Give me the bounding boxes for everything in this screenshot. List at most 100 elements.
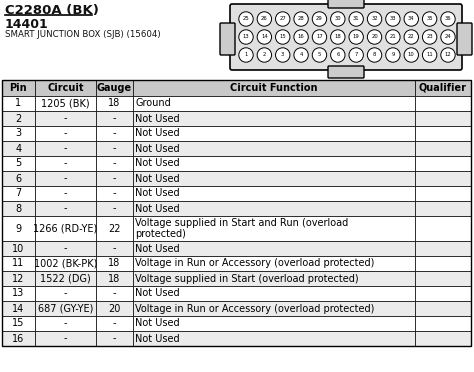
Bar	[2, 216, 35, 241]
Circle shape	[404, 30, 419, 44]
Bar	[2, 96, 35, 111]
Text: 34: 34	[408, 16, 415, 22]
Text: 35: 35	[426, 16, 433, 22]
Text: 12: 12	[12, 273, 25, 283]
Bar	[133, 301, 415, 316]
Bar	[2, 126, 35, 141]
Bar	[96, 316, 133, 331]
Text: -: -	[64, 189, 67, 199]
Bar	[96, 241, 133, 256]
Bar	[2, 201, 35, 216]
Text: -: -	[113, 158, 116, 169]
Text: 23: 23	[426, 35, 433, 39]
Circle shape	[441, 48, 455, 62]
Text: 7: 7	[15, 189, 21, 199]
Text: Not Used: Not Used	[135, 289, 180, 298]
Text: 14: 14	[261, 35, 268, 39]
Text: Qualifier: Qualifier	[419, 83, 467, 93]
Text: 24: 24	[445, 35, 451, 39]
Text: Not Used: Not Used	[135, 128, 180, 138]
Bar	[133, 216, 415, 241]
Text: -: -	[113, 113, 116, 124]
Bar	[415, 80, 471, 96]
Text: 14401: 14401	[5, 18, 49, 31]
Text: 11: 11	[12, 259, 25, 269]
Bar	[96, 80, 133, 96]
Circle shape	[441, 30, 455, 44]
Bar	[35, 301, 96, 316]
Bar	[415, 271, 471, 286]
Bar	[96, 111, 133, 126]
Bar	[415, 301, 471, 316]
Text: -: -	[64, 113, 67, 124]
Bar	[35, 171, 96, 186]
Text: 26: 26	[261, 16, 268, 22]
Circle shape	[422, 12, 437, 26]
Text: Circuit: Circuit	[47, 83, 83, 93]
Text: 13: 13	[243, 35, 249, 39]
FancyBboxPatch shape	[328, 0, 364, 8]
FancyBboxPatch shape	[328, 66, 364, 78]
Bar	[133, 201, 415, 216]
Bar	[2, 156, 35, 171]
Bar	[133, 271, 415, 286]
Circle shape	[239, 30, 253, 44]
Bar	[35, 331, 96, 346]
Circle shape	[349, 30, 364, 44]
Bar	[35, 141, 96, 156]
Text: 18: 18	[109, 259, 121, 269]
Circle shape	[275, 12, 290, 26]
Circle shape	[257, 48, 272, 62]
Bar	[2, 256, 35, 271]
Bar	[96, 331, 133, 346]
Text: Voltage in Run or Accessory (overload protected): Voltage in Run or Accessory (overload pr…	[135, 259, 374, 269]
Text: 10: 10	[12, 244, 25, 253]
Text: 25: 25	[243, 16, 249, 22]
Bar	[415, 286, 471, 301]
Bar	[415, 256, 471, 271]
Bar	[2, 141, 35, 156]
Text: 1: 1	[15, 99, 21, 109]
Text: C2280A (BK): C2280A (BK)	[5, 4, 99, 17]
Bar	[415, 186, 471, 201]
Bar	[415, 316, 471, 331]
Bar	[415, 96, 471, 111]
FancyBboxPatch shape	[457, 23, 472, 55]
Text: 16: 16	[298, 35, 304, 39]
Text: Not Used: Not Used	[135, 244, 180, 253]
Bar	[35, 80, 96, 96]
Text: 11: 11	[426, 52, 433, 58]
Circle shape	[422, 30, 437, 44]
Text: Not Used: Not Used	[135, 158, 180, 169]
Text: 3: 3	[15, 128, 21, 138]
Bar	[2, 80, 471, 346]
Bar	[2, 186, 35, 201]
Text: 15: 15	[279, 35, 286, 39]
Circle shape	[294, 12, 308, 26]
Bar	[96, 171, 133, 186]
Text: 1266 (RD-YE): 1266 (RD-YE)	[33, 224, 98, 234]
Text: 4: 4	[300, 52, 303, 58]
Bar	[96, 126, 133, 141]
Text: 687 (GY-YE): 687 (GY-YE)	[37, 304, 93, 314]
Text: 22: 22	[109, 224, 121, 234]
Circle shape	[257, 12, 272, 26]
Text: 2: 2	[263, 52, 266, 58]
Text: 29: 29	[316, 16, 323, 22]
Circle shape	[331, 30, 345, 44]
Bar	[133, 111, 415, 126]
Bar	[133, 80, 415, 96]
Text: 7: 7	[355, 52, 358, 58]
Text: 6: 6	[15, 173, 21, 183]
Text: -: -	[64, 318, 67, 328]
Text: 30: 30	[335, 16, 341, 22]
Circle shape	[239, 12, 253, 26]
Bar	[133, 241, 415, 256]
Bar	[35, 96, 96, 111]
Text: -: -	[64, 289, 67, 298]
Text: -: -	[64, 203, 67, 214]
Bar	[133, 126, 415, 141]
Text: 28: 28	[298, 16, 304, 22]
Circle shape	[257, 30, 272, 44]
Text: 13: 13	[12, 289, 25, 298]
